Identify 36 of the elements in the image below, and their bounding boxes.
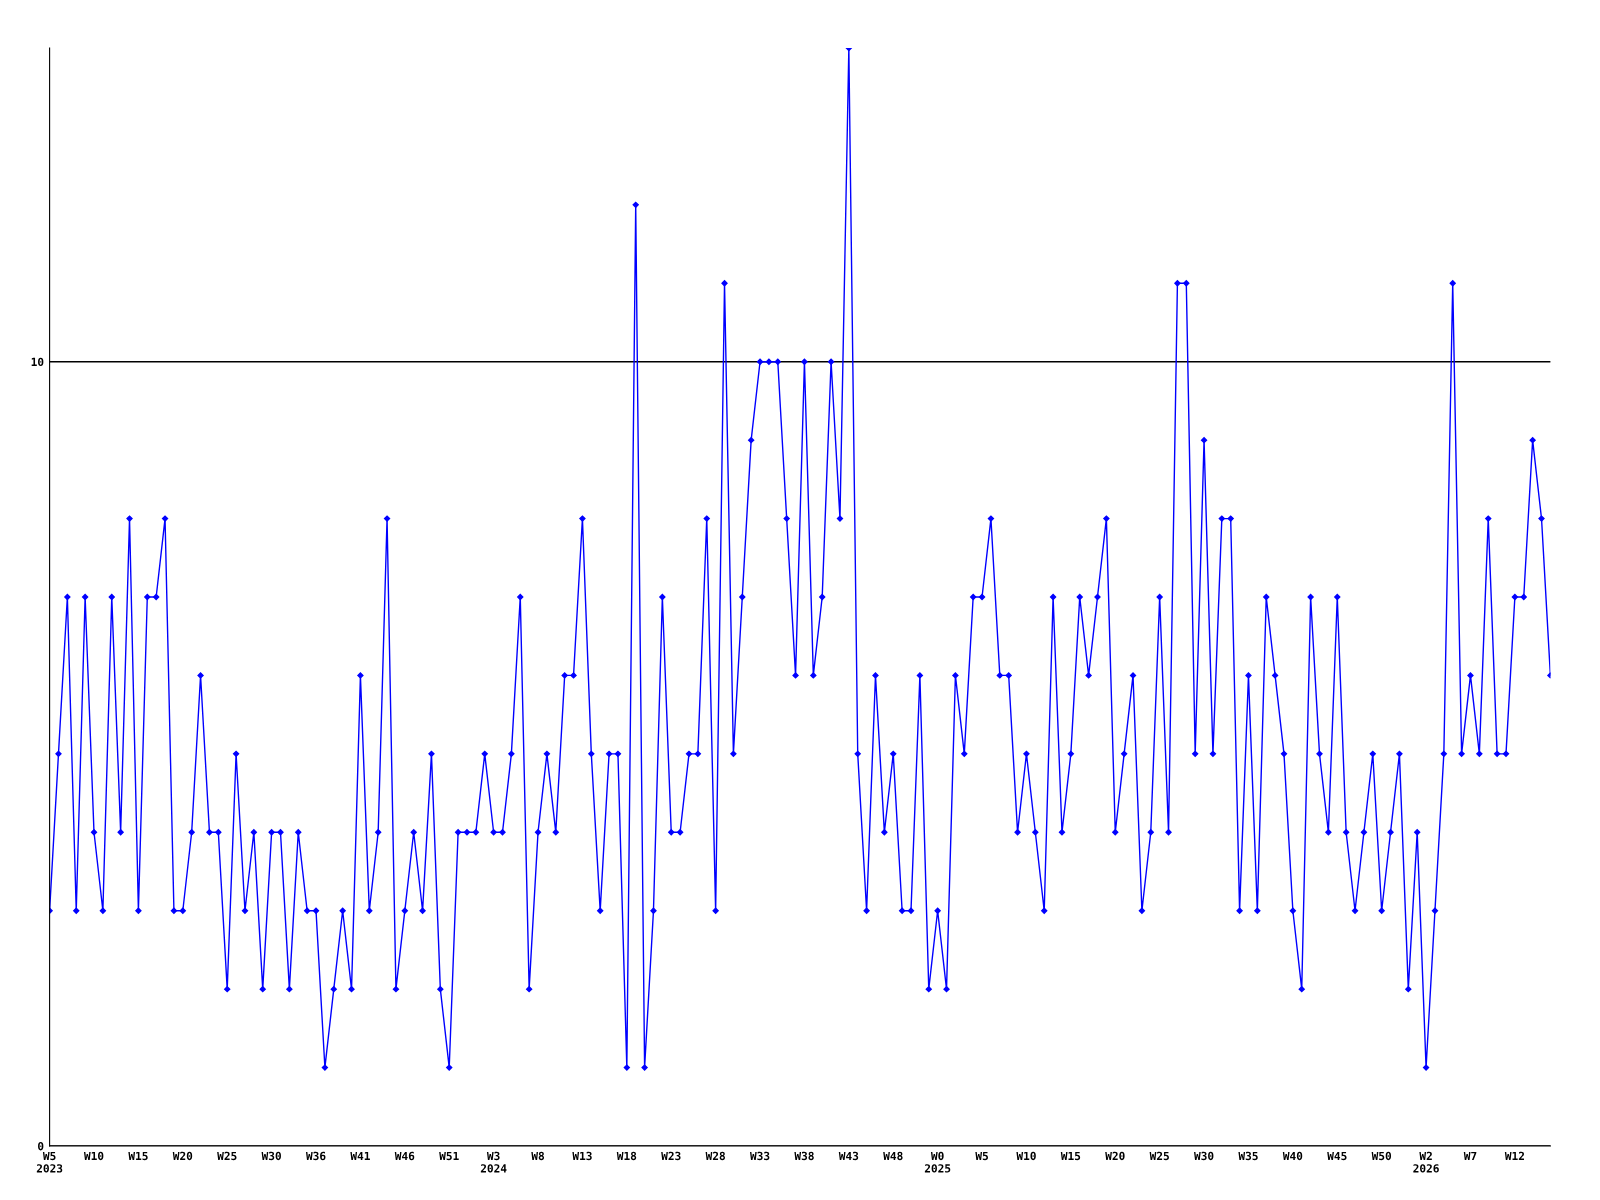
x-tick-label: W3 2024 (480, 1151, 507, 1173)
x-tick-label: W2 2026 (1413, 1151, 1439, 1173)
x-tick-label: W12 (1504, 1151, 1524, 1160)
x-tick-label: W30 (1194, 1151, 1214, 1161)
x-tick-label: W18 (616, 1151, 637, 1161)
x-tick-label: W15 (1060, 1151, 1081, 1161)
x-tick-label: W38 (794, 1151, 814, 1161)
x-tick-label: W40 (1282, 1151, 1303, 1161)
x-tick-label: W30 (261, 1151, 281, 1161)
x-tick-label: W25 (1149, 1151, 1169, 1161)
x-tick-label: W36 (305, 1151, 326, 1161)
x-tick-label: W10 (83, 1151, 104, 1161)
x-tick-label: W50 (1371, 1151, 1392, 1161)
x-tick-label: W5 (975, 1151, 988, 1161)
x-tick-label: W43 (838, 1151, 859, 1161)
x-tick-label: W8 (531, 1151, 545, 1161)
x-tick-label: W20 (1105, 1151, 1125, 1161)
x-tick-label: W48 (883, 1151, 903, 1161)
x-tick-label: W35 (1238, 1151, 1258, 1161)
x-tick-label: W25 (217, 1151, 237, 1161)
x-tick-label: W20 (172, 1151, 193, 1161)
x-tick-label: W51 (439, 1151, 459, 1161)
x-tick-label: W45 (1327, 1151, 1347, 1161)
x-tick-label: W41 (350, 1151, 370, 1160)
y-tick-label: 0 (38, 1141, 44, 1151)
x-tick-label: W33 (750, 1151, 770, 1161)
x-tick-label: W28 (705, 1151, 725, 1161)
x-tick-label: W23 (661, 1151, 681, 1161)
x-tick-label: W15 (128, 1151, 148, 1161)
x-tick-label: W5 2023 (36, 1151, 63, 1173)
y-tick-label: 10 (31, 357, 44, 367)
x-tick-label: W13 (572, 1151, 592, 1161)
x-tick-label: W7 (1463, 1151, 1477, 1160)
x-tick-label: W46 (394, 1151, 415, 1161)
x-tick-label: W10 (1016, 1151, 1036, 1161)
x-tick-label: W0 2025 (924, 1151, 951, 1173)
